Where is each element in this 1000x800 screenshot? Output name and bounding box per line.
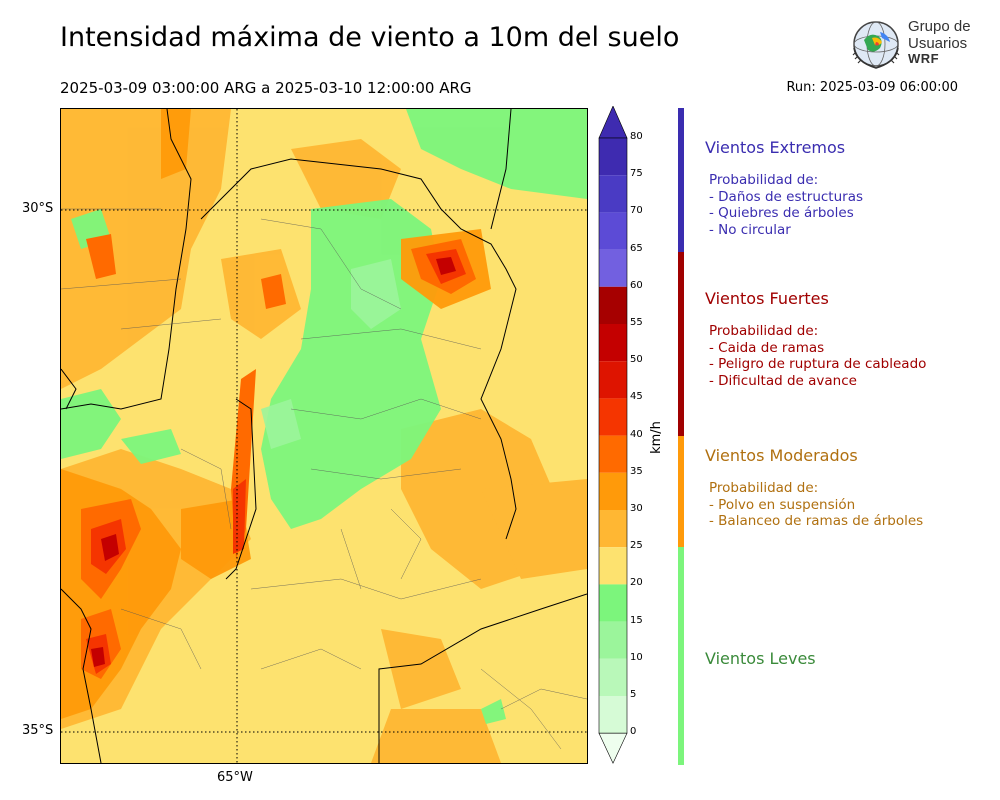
- colorbar-tick-label: 75: [630, 168, 643, 180]
- colorbar-swatch: [599, 249, 627, 287]
- colorbar-tick-label: 15: [630, 614, 643, 626]
- colorbar-tick-label: 25: [630, 540, 643, 552]
- category-color-strip: [678, 252, 684, 436]
- category-description-line: - Peligro de ruptura de cableado: [709, 356, 927, 372]
- colorbar-swatch: [599, 547, 627, 585]
- colorbar-tick-label: 65: [630, 242, 643, 254]
- colorbar-unit: km/h: [648, 421, 664, 454]
- colorbar-swatch: [599, 138, 627, 176]
- colorbar-tick-label: 35: [630, 465, 643, 477]
- wind-map-canvas: [61, 109, 587, 763]
- category-description-line: - Caida de ramas: [709, 339, 825, 356]
- colorbar-tick-label: 60: [630, 279, 643, 291]
- logo-text-line3: WRF: [908, 51, 940, 66]
- colorbar-tick-label: 20: [630, 577, 643, 589]
- colorbar-tick-label: 5: [630, 689, 637, 700]
- category-description-line: Probabilidad de:: [709, 172, 819, 188]
- longitude-label-65w: 65°W: [217, 770, 253, 785]
- colorbar-tick-label: 50: [630, 354, 643, 366]
- time-range-subtitle: 2025-03-09 03:00:00 ARG a 2025-03-10 12:…: [60, 79, 472, 97]
- category-description-line: Probabilidad de:: [709, 480, 819, 496]
- category-color-strip: [678, 547, 684, 765]
- colorbar-swatch: [599, 584, 627, 622]
- logo-text-line2: Usuarios: [908, 35, 968, 52]
- colorbar-swatch: [599, 361, 627, 399]
- colorbar-tick-label: 0: [630, 726, 637, 738]
- category-description-line: - Quiebres de árboles: [709, 205, 854, 221]
- colorbar-swatch: [599, 696, 627, 734]
- colorbar-swatch: [599, 621, 627, 659]
- colorbar-tick-label: 40: [630, 428, 643, 440]
- colorbar-swatch: [599, 175, 627, 213]
- wrf-logo: Grupo de Usuarios WRF: [848, 16, 971, 72]
- colorbar-extend-bottom: [598, 732, 628, 764]
- category-title: Vientos Fuertes: [705, 289, 829, 308]
- colorbar-tick-label: 55: [630, 317, 643, 328]
- category-color-strip: [678, 436, 684, 547]
- colorbar-tick-label: 30: [630, 503, 643, 514]
- category-title: Vientos Moderados: [705, 446, 858, 465]
- category-description: Probabilidad de: - Polvo en suspensión - B…: [709, 480, 923, 530]
- colorbar-swatch: [599, 286, 627, 324]
- wind-map: [60, 108, 588, 764]
- colorbar-tick-label: 45: [630, 391, 643, 403]
- category-title: Vientos Extremos: [705, 138, 846, 157]
- category-color-strip: [678, 108, 684, 252]
- category-description: Probabilidad de: - Caida de ramas - Peligr…: [709, 323, 926, 389]
- colorbar: [598, 106, 628, 764]
- colorbar-swatch: [599, 398, 627, 436]
- colorbar-swatch: [599, 510, 627, 548]
- colorbar-tick-label: 70: [630, 205, 643, 217]
- latitude-label-30s: 30°S: [22, 201, 54, 216]
- logo-text-line1: Grupo de: [908, 18, 971, 35]
- colorbar-swatch: [599, 212, 627, 250]
- category-description-line: - Dificultad de avance: [709, 372, 857, 389]
- colorbar-swatch: [599, 472, 627, 510]
- run-timestamp: Run: 2025-03-09 06:00:00: [786, 80, 958, 95]
- globe-logo-icon: [852, 21, 900, 69]
- category-description-line: - Polvo en suspensión: [709, 496, 856, 513]
- category-description-line: - No circular: [709, 221, 791, 238]
- colorbar-swatch: [599, 658, 627, 696]
- chart-title: Intensidad máxima de viento a 10m del su…: [60, 22, 680, 53]
- category-description-line: Probabilidad de:: [709, 323, 819, 339]
- colorbar-tick-label: 80: [630, 131, 643, 142]
- colorbar-tick-label: 10: [630, 651, 643, 663]
- category-description: Probabilidad de: - Daños de estructuras - …: [709, 172, 863, 238]
- colorbar-swatch: [599, 324, 627, 362]
- latitude-label-35s: 35°S: [22, 723, 54, 738]
- category-description-line: - Daños de estructuras: [709, 188, 864, 205]
- colorbar-swatch: [599, 435, 627, 473]
- category-description-line: - Balanceo de ramas de árboles: [709, 513, 924, 529]
- colorbar-extend-top: [598, 106, 628, 139]
- category-title: Vientos Leves: [705, 649, 816, 668]
